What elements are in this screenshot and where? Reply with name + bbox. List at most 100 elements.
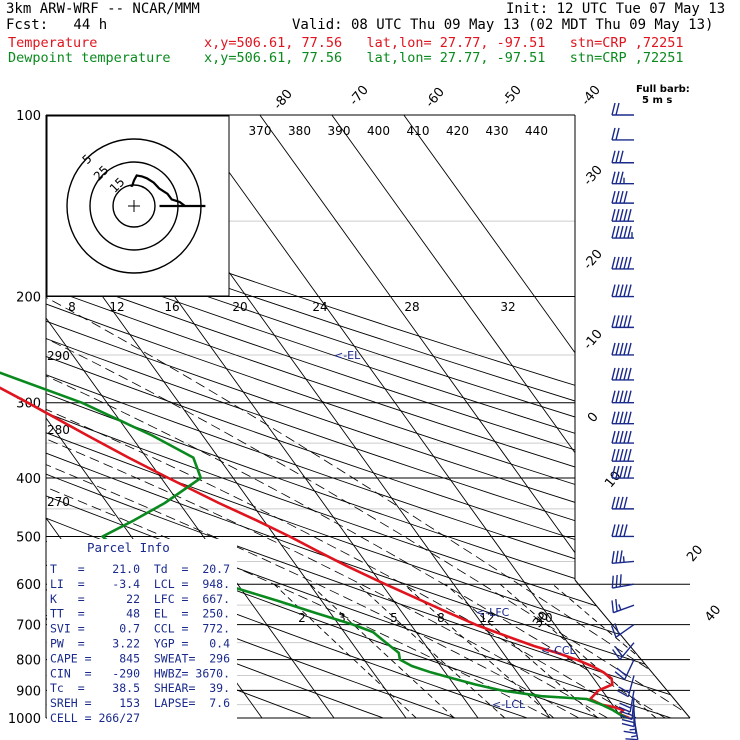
wind-barb-flag bbox=[619, 150, 624, 163]
dry-adiabat bbox=[46, 115, 690, 718]
wind-barb-flag bbox=[619, 225, 624, 239]
wind-barb-flag bbox=[615, 411, 620, 424]
wind-barb bbox=[611, 256, 634, 270]
wind-barb-flag bbox=[619, 367, 624, 381]
dry-adiabat bbox=[46, 115, 690, 718]
wind-barb-flag bbox=[611, 102, 616, 116]
moist-adiabat bbox=[46, 220, 579, 718]
wind-barb-flag bbox=[611, 150, 616, 163]
barb-legend-title: Full barb: bbox=[636, 84, 690, 95]
temperature-axis-label-40: 40 bbox=[702, 603, 724, 625]
wind-barb bbox=[611, 390, 634, 404]
wind-barb-flag bbox=[627, 225, 632, 239]
wind-barb bbox=[611, 598, 635, 614]
wind-barb-flag bbox=[615, 465, 620, 479]
dry-adiabat bbox=[46, 115, 690, 718]
wind-barb-flag bbox=[615, 550, 619, 564]
wind-barb-flag bbox=[611, 600, 615, 613]
wind-barb-flag bbox=[611, 551, 615, 564]
mixing-ratio-label-3: 3 bbox=[338, 611, 346, 625]
wind-barb-flag bbox=[619, 524, 624, 537]
temperature-legend: Temperature bbox=[8, 35, 98, 51]
wind-barb-flag bbox=[619, 496, 624, 510]
wind-barb-flag bbox=[615, 430, 620, 444]
temperature-axis-label--10: -10 bbox=[581, 327, 606, 353]
dry-adiabat bbox=[46, 115, 419, 718]
pressure-label-500: 500 bbox=[16, 530, 41, 545]
wind-barb-flag bbox=[619, 342, 624, 356]
wind-barb bbox=[611, 225, 634, 239]
wind-barb-flag bbox=[623, 225, 628, 239]
dry-adiabat bbox=[46, 115, 690, 718]
theta-label-390: 390 bbox=[328, 124, 351, 138]
wind-barb-staff bbox=[619, 642, 635, 660]
wind-barb-flag bbox=[615, 256, 620, 270]
theta-label-440: 440 bbox=[525, 124, 548, 138]
wind-barb-flag bbox=[615, 448, 620, 462]
wind-barb-flag bbox=[623, 465, 628, 479]
wind-barb-staff bbox=[627, 675, 635, 697]
wind-barb-flag bbox=[615, 127, 620, 141]
mixing-ratio-label-28: 28 bbox=[404, 300, 419, 314]
wind-barb-flag bbox=[618, 686, 630, 694]
right-axis-lower bbox=[574, 579, 691, 719]
wind-barb-flag bbox=[615, 209, 620, 222]
wind-barb bbox=[611, 524, 634, 538]
wind-barb-flag bbox=[619, 465, 624, 479]
wind-barb-flag bbox=[615, 225, 620, 239]
wind-barb-staff bbox=[631, 697, 635, 720]
wind-barb-flag bbox=[611, 190, 616, 204]
parcel-info-row: CELL = 266/27 bbox=[50, 711, 140, 725]
isotherm bbox=[403, 115, 690, 718]
valid-time: Valid: 08 UTC Thu 09 May 13 (02 MDT Thu … bbox=[292, 17, 714, 33]
parcel-info-row: T = 21.0 Td = 20.7 bbox=[50, 562, 230, 576]
dewpoint-legend: Dewpoint temperature bbox=[8, 50, 171, 66]
wind-barb-flag bbox=[611, 430, 616, 444]
wind-barb-flag bbox=[619, 411, 624, 424]
wind-barbs bbox=[610, 102, 639, 740]
wind-barb-flag bbox=[621, 722, 635, 728]
wind-barb-flag bbox=[615, 598, 618, 612]
parcel-info-row: Tc = 38.5 SHEAR= 39. bbox=[50, 681, 230, 695]
wind-barb-flag bbox=[623, 190, 628, 204]
wind-barb-flag bbox=[611, 342, 616, 356]
temperature-axis-label--30: -30 bbox=[581, 163, 606, 189]
temperature-axis-label-20: 20 bbox=[684, 543, 706, 565]
wind-barb bbox=[611, 102, 634, 116]
wind-barb-flag bbox=[611, 256, 616, 270]
wind-barb-flag bbox=[615, 315, 620, 328]
parcel-info-row: K = 22 LFC = 667. bbox=[50, 592, 230, 606]
pressure-label-1000: 1000 bbox=[8, 712, 41, 727]
temperature-axis-label--80: -80 bbox=[271, 87, 296, 113]
dry-adiabat bbox=[46, 115, 690, 718]
wind-barb-staff bbox=[629, 690, 635, 713]
wind-barb-flag bbox=[615, 171, 620, 184]
temperature-axis-label--60: -60 bbox=[423, 85, 448, 111]
mixing-ratio-label-32: 32 bbox=[500, 300, 515, 314]
wind-barb bbox=[618, 690, 635, 713]
wind-barb-flag bbox=[619, 550, 623, 563]
parcel-info-row: SREH = 153 LAPSE= 7.6 bbox=[50, 696, 230, 710]
wind-barb-staff bbox=[612, 583, 635, 589]
wind-barb-flag bbox=[627, 209, 632, 222]
wind-barb-flag bbox=[627, 448, 632, 462]
wind-barb-flag bbox=[623, 524, 628, 537]
wind-barb-flag bbox=[627, 315, 632, 328]
wind-barb-flag bbox=[619, 256, 624, 270]
mixing-ratio-line bbox=[445, 583, 599, 718]
dry-adiabat bbox=[46, 115, 690, 718]
wind-barb bbox=[611, 127, 634, 141]
wind-barb-flag bbox=[611, 315, 616, 328]
wind-barb-flag bbox=[627, 342, 632, 356]
wind-barb-flag bbox=[620, 710, 633, 717]
wind-barb-flag bbox=[627, 256, 632, 270]
wind-barb-flag bbox=[615, 367, 620, 381]
wind-barb bbox=[611, 496, 634, 510]
wind-barb-flag bbox=[611, 524, 616, 537]
parcel-info-title: Parcel Info bbox=[87, 540, 170, 555]
mixing-ratio-label-24: 24 bbox=[312, 300, 327, 314]
mixing-ratio-label-20: 20 bbox=[232, 300, 247, 314]
level-marker-ccl: <-CCL bbox=[541, 644, 577, 657]
wind-barb-flag bbox=[611, 171, 616, 184]
isotherm bbox=[187, 115, 623, 718]
